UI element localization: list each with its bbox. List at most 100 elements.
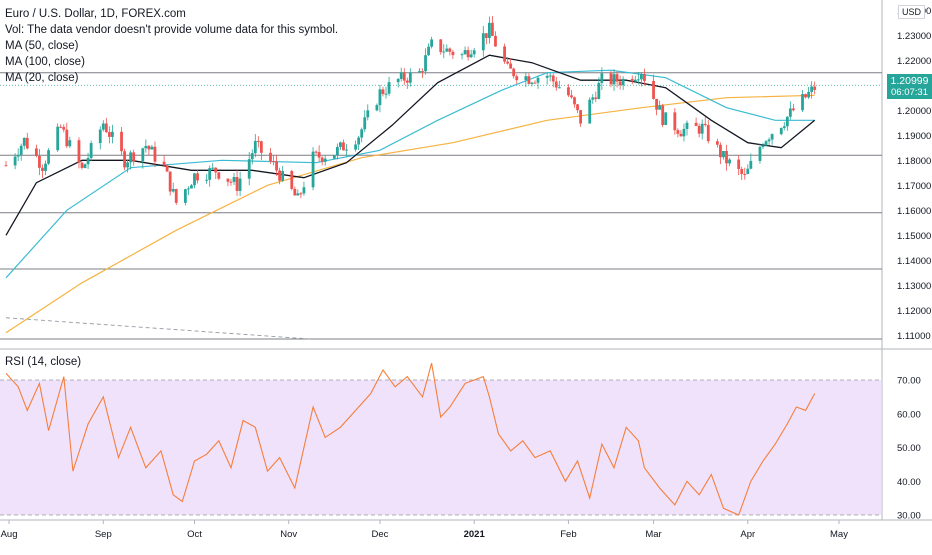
candle-body <box>354 144 358 150</box>
symbol-title[interactable]: Euro / U.S. Dollar, 1D, FOREX.com <box>5 8 186 20</box>
candle-body <box>567 87 570 96</box>
candle-body <box>630 78 634 82</box>
candle-body <box>168 171 172 192</box>
candle-body <box>530 82 534 84</box>
candle-body <box>171 189 175 192</box>
candle-body <box>59 126 63 128</box>
candle-body <box>764 141 768 146</box>
candle-body <box>643 74 646 81</box>
price-tick-label: 1.19000 <box>897 131 931 142</box>
candle-body <box>424 55 427 72</box>
candle-body <box>782 126 786 128</box>
candle-body <box>363 117 367 130</box>
rsi-legend[interactable]: RSI (14, close) <box>5 356 82 368</box>
candle-body <box>448 48 452 52</box>
last-price-value: 1.20999 <box>890 75 929 87</box>
candle-body <box>275 161 278 171</box>
candle-body <box>804 94 807 98</box>
candle-body <box>548 75 552 77</box>
candle-body <box>445 48 449 52</box>
time-tick-label: Apr <box>740 529 755 540</box>
ma100-line <box>5 94 815 334</box>
candlesticks <box>4 15 817 206</box>
candle-body <box>460 54 464 56</box>
candle-body <box>536 77 540 83</box>
time-tick-label: Feb <box>560 529 576 540</box>
candle-body <box>633 79 637 82</box>
candle-body <box>779 127 783 135</box>
candle-body <box>481 33 485 51</box>
candle-body <box>557 87 561 89</box>
ma100-legend[interactable]: MA (100, close) <box>5 56 85 68</box>
candle-body <box>311 151 315 188</box>
candle-body <box>132 152 136 162</box>
candle-body <box>621 78 625 86</box>
candle-body <box>165 165 169 172</box>
candle-body <box>150 146 154 150</box>
candle-body <box>579 110 582 124</box>
candle-body <box>129 152 133 163</box>
price-tick-label: 1.18000 <box>897 156 931 167</box>
candle-body <box>98 129 102 144</box>
candle-body <box>636 79 640 81</box>
rsi-panel <box>0 362 882 516</box>
candle-body <box>451 51 455 56</box>
candle-body <box>232 177 236 182</box>
currency-badge[interactable]: USD <box>898 5 926 19</box>
candle-body <box>250 153 254 160</box>
candle-body <box>652 80 655 99</box>
time-tick-label: Sep <box>95 529 112 540</box>
candle-body <box>83 164 87 168</box>
candle-body <box>387 82 391 94</box>
candle-body <box>296 193 300 196</box>
candle-body <box>38 156 41 168</box>
candle-body <box>153 146 157 162</box>
candle-body <box>339 142 342 147</box>
candle-body <box>123 151 126 168</box>
time-tick-label: Dec <box>371 529 388 540</box>
candle-body <box>700 123 704 134</box>
candle-body <box>187 188 190 190</box>
candle-body <box>743 173 747 175</box>
candle-body <box>506 61 510 64</box>
candle-body <box>396 78 400 83</box>
candle-body <box>594 97 598 99</box>
candle-body <box>810 86 814 92</box>
candle-body <box>399 72 403 79</box>
candle-body <box>664 112 668 125</box>
candle-body <box>463 50 467 55</box>
ma50-legend[interactable]: MA (50, close) <box>5 40 79 52</box>
candle-body <box>576 104 579 111</box>
candle-body <box>551 75 555 82</box>
candle-body <box>469 54 473 58</box>
rsi-tick-label: 50.00 <box>897 443 921 454</box>
candle-body <box>196 173 199 181</box>
candle-body <box>503 46 506 62</box>
candle-body <box>378 89 382 106</box>
candle-body <box>524 76 528 81</box>
ma20-legend[interactable]: MA (20, close) <box>5 72 79 84</box>
price-tick-label: 1.12000 <box>897 306 931 317</box>
candle-body <box>439 39 443 53</box>
candle-body <box>259 141 263 153</box>
candle-body <box>484 33 488 39</box>
price-tick-label: 1.15000 <box>897 231 931 242</box>
candle-body <box>238 178 242 191</box>
moving-averages <box>5 54 816 334</box>
candle-body <box>715 141 719 145</box>
rsi-tick-label: 40.00 <box>897 477 921 488</box>
candle-body <box>62 127 66 130</box>
candle-body <box>512 68 516 77</box>
candle-body <box>618 81 622 86</box>
candle-body <box>141 148 145 162</box>
candle-body <box>126 162 130 168</box>
time-tick-label: Nov <box>280 529 297 540</box>
candle-body <box>527 76 531 84</box>
candle-body <box>706 125 710 142</box>
candle-body <box>515 76 519 81</box>
candle-body <box>813 86 817 90</box>
candle-body <box>472 50 476 55</box>
candle-body <box>615 74 619 82</box>
